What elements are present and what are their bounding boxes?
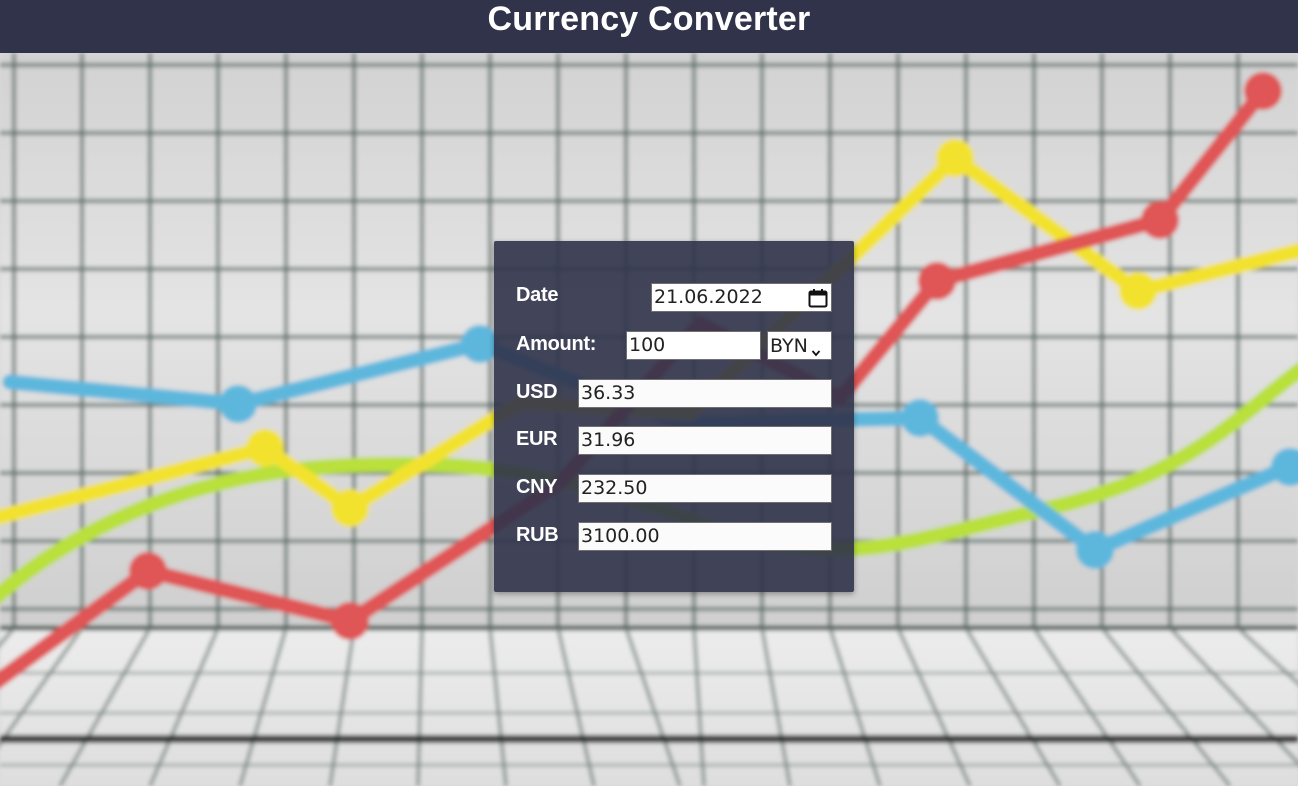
- date-label: Date: [516, 284, 559, 306]
- chevron-down-icon: [811, 341, 821, 356]
- amount-input[interactable]: 100: [626, 331, 761, 360]
- converter-panel: Date 21.06.2022 Amount: 100 BYN USD 36.3…: [494, 241, 854, 592]
- usd-value-field[interactable]: 36.33: [578, 379, 832, 408]
- usd-label: USD: [516, 381, 558, 403]
- page-title: Currency Converter: [487, 0, 811, 38]
- currency-select[interactable]: BYN: [767, 331, 832, 360]
- date-input[interactable]: 21.06.2022: [651, 283, 832, 312]
- cny-label: CNY: [516, 476, 558, 498]
- app-header: Currency Converter: [0, 0, 1298, 53]
- eur-value-field[interactable]: 31.96: [578, 426, 832, 455]
- amount-label: Amount:: [516, 333, 597, 355]
- rub-label: RUB: [516, 524, 559, 546]
- date-value: 21.06.2022: [654, 286, 763, 308]
- calendar-icon[interactable]: [807, 287, 829, 309]
- eur-label: EUR: [516, 428, 558, 450]
- currency-selected-value: BYN: [770, 334, 808, 357]
- cny-value-field[interactable]: 232.50: [578, 474, 832, 503]
- rub-value-field[interactable]: 3100.00: [578, 522, 832, 551]
